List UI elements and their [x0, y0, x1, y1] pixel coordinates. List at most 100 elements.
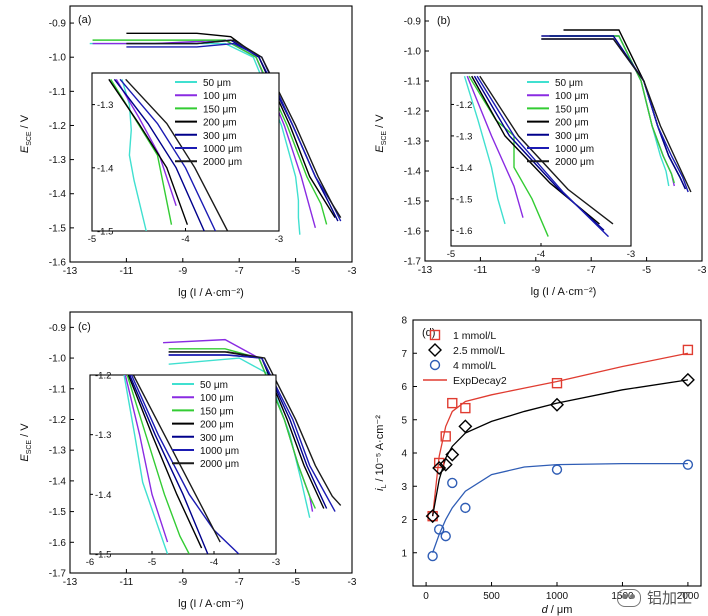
y-tick-label: -1.5	[49, 223, 67, 234]
y-tick-label: -1.4	[404, 167, 422, 178]
inset-y-tick-label: -1.2	[456, 100, 472, 111]
y-tick-label: 8	[401, 316, 407, 327]
inset-y-tick-label: -1.2	[95, 371, 111, 382]
y-tick-label: -0.9	[49, 323, 67, 334]
legend-label: 50 μm	[200, 380, 228, 391]
curve-2000um	[168, 351, 342, 506]
x-tick-label: -7	[587, 265, 596, 276]
y-tick-label: -1.3	[49, 155, 67, 166]
data-point	[682, 344, 694, 356]
y-tick-label: -0.9	[49, 19, 67, 30]
legend-marker	[428, 343, 442, 357]
legend-label: 300 μm	[200, 433, 234, 444]
legend-label: 2000 μm	[203, 157, 242, 168]
inset-curve-100um	[124, 375, 169, 543]
data-point	[433, 524, 445, 535]
x-tick-label: -9	[178, 266, 187, 277]
panel-b: -13 -11 -9 -7 -5 -3 -0.9 -1.0 -1.1 -1.2 -1.3 -1.4 -1…	[374, 5, 707, 298]
inset-y-tick-label: -1.4	[95, 490, 111, 501]
y-tick-label: -1.2	[404, 107, 422, 118]
legend-label: 50 μm	[555, 78, 583, 89]
y-tick-label: -1.6	[49, 258, 67, 269]
inset-curve-300um	[129, 375, 209, 554]
inset-x-tick-label: -3	[627, 249, 635, 260]
inset-curve-2000um	[125, 78, 229, 231]
panel-label: (c)	[78, 321, 91, 333]
panel-c: -13 -11 -9 -7 -5 -3 -0.9 -1.0 -1.1 -1.2 -1.3 -1.4 -1…	[19, 311, 357, 610]
inset-x-tick-label: -5	[88, 234, 96, 245]
panel-label: (d)	[422, 327, 435, 339]
y-tick-label: -1.7	[49, 569, 67, 580]
y-tick-label: -1.5	[49, 507, 67, 518]
wechat-logo-icon	[616, 588, 641, 607]
curve-50um	[168, 357, 311, 518]
x-tick-label: -7	[235, 577, 244, 588]
legend-label: 150 μm	[203, 104, 237, 115]
data-point	[427, 550, 438, 562]
inset-x-tick-label: -3	[275, 234, 283, 245]
x-axis-label: d / μm	[542, 604, 573, 616]
y-axis-label: ESCE / V	[374, 114, 388, 153]
inset-y-tick-label: -1.5	[97, 227, 113, 238]
legend-label: 1000 μm	[555, 144, 594, 155]
legend-label: 50 μm	[203, 78, 231, 89]
inset-curve-50um	[463, 75, 506, 225]
inset-y-tick-label: -1.3	[456, 131, 472, 142]
x-tick-label: -5	[291, 266, 300, 277]
data-point	[460, 502, 471, 514]
data-point	[432, 460, 447, 475]
panel-label: (a)	[78, 14, 91, 26]
curve-150um	[549, 35, 675, 184]
y-tick-label: -1.2	[49, 415, 67, 426]
legend-marker	[429, 329, 441, 341]
legend-label: 200 μm	[203, 118, 237, 129]
legend-label: 1 mmol/L	[453, 330, 496, 342]
x-tick-label: -5	[642, 265, 651, 276]
y-tick-label: 4	[401, 449, 407, 460]
legend-label: 2.5 mmol/L	[453, 345, 505, 357]
inset-x-tick-label: -5	[148, 557, 156, 568]
y-tick-label: -0.9	[404, 17, 422, 28]
fit-curve	[431, 379, 689, 517]
x-tick-label: -3	[698, 265, 707, 276]
y-tick-label: -1.4	[49, 476, 67, 487]
legend-fit-label: ExpDecay2	[453, 375, 507, 387]
y-tick-label: -1.3	[49, 446, 67, 457]
y-tick-label: -1.3	[404, 137, 422, 148]
watermark: 铝加工	[616, 587, 692, 608]
data-point	[460, 402, 471, 414]
data-point	[445, 447, 460, 462]
y-tick-label: 5	[401, 415, 407, 426]
x-tick-label: -3	[348, 266, 357, 277]
inset-y-tick-label: -1.3	[97, 100, 113, 111]
inset-curve-2000um	[479, 75, 614, 225]
plot-frame	[424, 5, 703, 262]
curve-1000um	[168, 354, 336, 512]
x-tick-label: -13	[63, 577, 78, 588]
inset-curve-100um	[466, 75, 524, 218]
inset-curve-300um	[113, 78, 205, 231]
legend-label: 100 μm	[200, 393, 234, 404]
x-tick-label: -13	[418, 265, 433, 276]
legend-label: 1000 μm	[203, 144, 242, 155]
x-axis-label: lg (I / A·cm⁻²)	[178, 287, 244, 299]
inset-curve-1000um	[119, 78, 217, 231]
legend-label: 2000 μm	[200, 459, 239, 470]
y-tick-label: 7	[401, 349, 407, 360]
y-tick-label: -1.2	[49, 121, 67, 132]
y-tick-label: -1.0	[49, 354, 67, 365]
legend-label: 100 μm	[203, 91, 237, 102]
inset-frame	[89, 374, 277, 555]
inset-y-tick-label: -1.5	[95, 550, 111, 561]
y-tick-label: -1.0	[404, 47, 422, 58]
plot-frame	[69, 5, 353, 263]
fit-curve	[432, 462, 688, 553]
y-tick-label: -1.1	[404, 77, 422, 88]
y-axis-label: iL / 10⁻⁵ A·cm⁻²	[374, 415, 388, 491]
data-point	[551, 464, 563, 475]
inset-x-tick-label: -6	[86, 557, 94, 568]
data-point	[551, 377, 563, 389]
x-tick-label: -11	[474, 265, 488, 276]
curve-150um	[168, 348, 316, 509]
legend-label: 2000 μm	[555, 157, 594, 168]
